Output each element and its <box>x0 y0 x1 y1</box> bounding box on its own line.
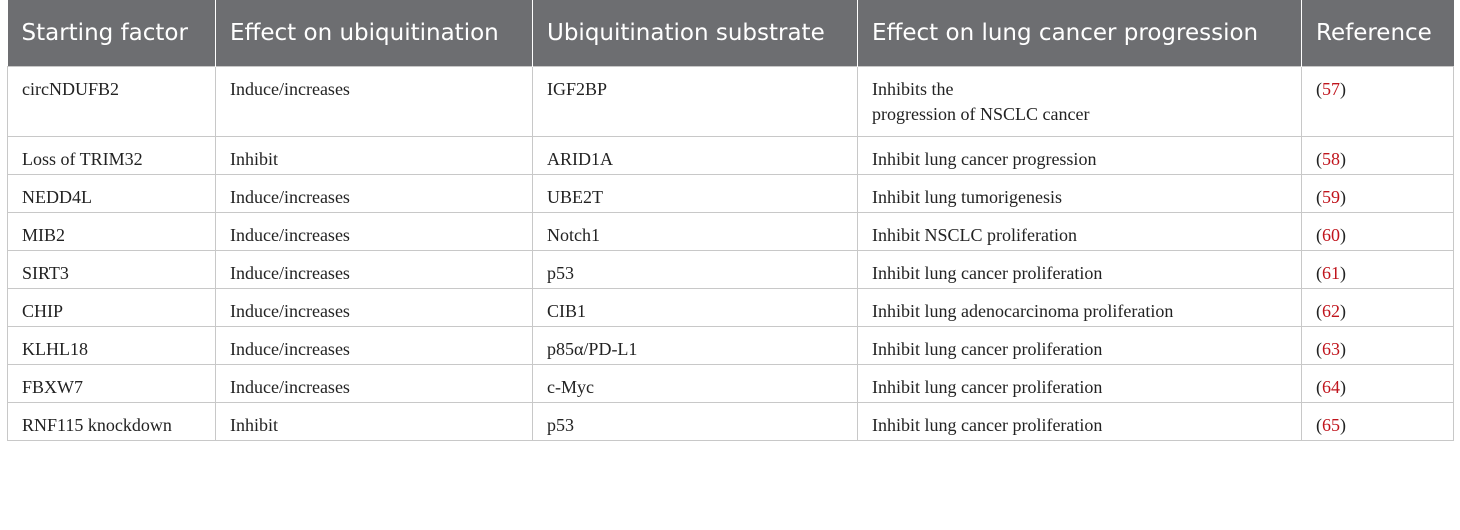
table-cell: Induce/increases <box>215 326 533 365</box>
header-cell: Effect on lung cancer progression <box>857 0 1302 67</box>
table-cell: circNDUFB2 <box>7 66 216 137</box>
table-cell: Inhibit NSCLC proliferation <box>857 212 1302 251</box>
reference-cell: (63) <box>1301 326 1454 365</box>
header-cell: Starting factor <box>7 0 216 67</box>
table-cell: Inhibit lung cancer proliferation <box>857 326 1302 365</box>
table-cell: Induce/increases <box>215 212 533 251</box>
reference-number: 62 <box>1322 301 1340 321</box>
table: Starting factor Effect on ubiquitination U… <box>7 0 1454 441</box>
table-cell: p53 <box>532 402 858 441</box>
reference-number: 61 <box>1322 263 1340 283</box>
table-cell: ARID1A <box>532 136 858 175</box>
table-cell: Loss of TRIM32 <box>7 136 216 175</box>
table-cell: UBE2T <box>532 174 858 213</box>
table-cell: Inhibit lung cancer proliferation <box>857 250 1302 289</box>
header-cell: Reference <box>1301 0 1454 67</box>
reference-number: 57 <box>1322 79 1340 99</box>
table-cell: FBXW7 <box>7 364 216 403</box>
table-cell: p53 <box>532 250 858 289</box>
table-cell: Notch1 <box>532 212 858 251</box>
reference-number: 63 <box>1322 339 1340 359</box>
header-cell: Ubiquitination substrate <box>532 0 858 67</box>
reference-cell: (65) <box>1301 402 1454 441</box>
table-cell: Inhibit lung cancer proliferation <box>857 402 1302 441</box>
table-cell: c-Myc <box>532 364 858 403</box>
reference-cell: (60) <box>1301 212 1454 251</box>
table-row: MIB2 Induce/increases Notch1 Inhibit NSCLC … <box>7 212 1454 251</box>
table-row: FBXW7 Induce/increases c-Myc Inhibit lung c… <box>7 364 1454 403</box>
reference-cell: (57) <box>1301 66 1454 137</box>
table-cell: Induce/increases <box>215 288 533 327</box>
reference-number: 60 <box>1322 225 1340 245</box>
table-row: Loss of TRIM32 Inhibit ARID1A Inhibit lung … <box>7 136 1454 175</box>
table-wrapper: Starting factor Effect on ubiquitination U… <box>7 0 1454 441</box>
header-cell: Effect on ubiquitination <box>215 0 533 67</box>
table-body: circNDUFB2 Induce/increases IGF2BP Inhibits… <box>7 66 1454 441</box>
table-cell: MIB2 <box>7 212 216 251</box>
reference-number: 64 <box>1322 377 1340 397</box>
table-cell: Inhibits the progression of NSCLC cancer <box>857 66 1302 137</box>
table-row: NEDD4L Induce/increases UBE2T Inhibit lung … <box>7 174 1454 213</box>
header-row: Starting factor Effect on ubiquitination U… <box>7 0 1454 67</box>
table-cell: IGF2BP <box>532 66 858 137</box>
table-cell: Inhibit lung cancer proliferation <box>857 364 1302 403</box>
table-row: KLHL18 Induce/increases p85α/PD-L1 Inhibit … <box>7 326 1454 365</box>
reference-number: 65 <box>1322 415 1340 435</box>
table-row: CHIP Induce/increases CIB1 Inhibit lung ade… <box>7 288 1454 327</box>
table-row: RNF115 knockdown Inhibit p53 Inhibit lung c… <box>7 402 1454 441</box>
reference-cell: (62) <box>1301 288 1454 327</box>
table-row: SIRT3 Induce/increases p53 Inhibit lung can… <box>7 250 1454 289</box>
table-cell: Inhibit lung tumorigenesis <box>857 174 1302 213</box>
table-cell: KLHL18 <box>7 326 216 365</box>
table-cell: RNF115 knockdown <box>7 402 216 441</box>
table-cell: Inhibit lung cancer progression <box>857 136 1302 175</box>
table-cell: Induce/increases <box>215 66 533 137</box>
reference-number: 59 <box>1322 187 1340 207</box>
table-cell: Induce/increases <box>215 174 533 213</box>
table-cell: p85α/PD-L1 <box>532 326 858 365</box>
table-cell: Inhibit <box>215 136 533 175</box>
table-row: circNDUFB2 Induce/increases IGF2BP Inhibits… <box>7 66 1454 137</box>
reference-cell: (59) <box>1301 174 1454 213</box>
table-cell: CIB1 <box>532 288 858 327</box>
table-cell: Induce/increases <box>215 364 533 403</box>
table-cell: SIRT3 <box>7 250 216 289</box>
table-cell: NEDD4L <box>7 174 216 213</box>
table-cell: Induce/increases <box>215 250 533 289</box>
table-cell: Inhibit lung adenocarcinoma proliferatio… <box>857 288 1302 327</box>
table-cell: CHIP <box>7 288 216 327</box>
reference-cell: (58) <box>1301 136 1454 175</box>
table-cell: Inhibit <box>215 402 533 441</box>
reference-cell: (61) <box>1301 250 1454 289</box>
reference-cell: (64) <box>1301 364 1454 403</box>
reference-number: 58 <box>1322 149 1340 169</box>
